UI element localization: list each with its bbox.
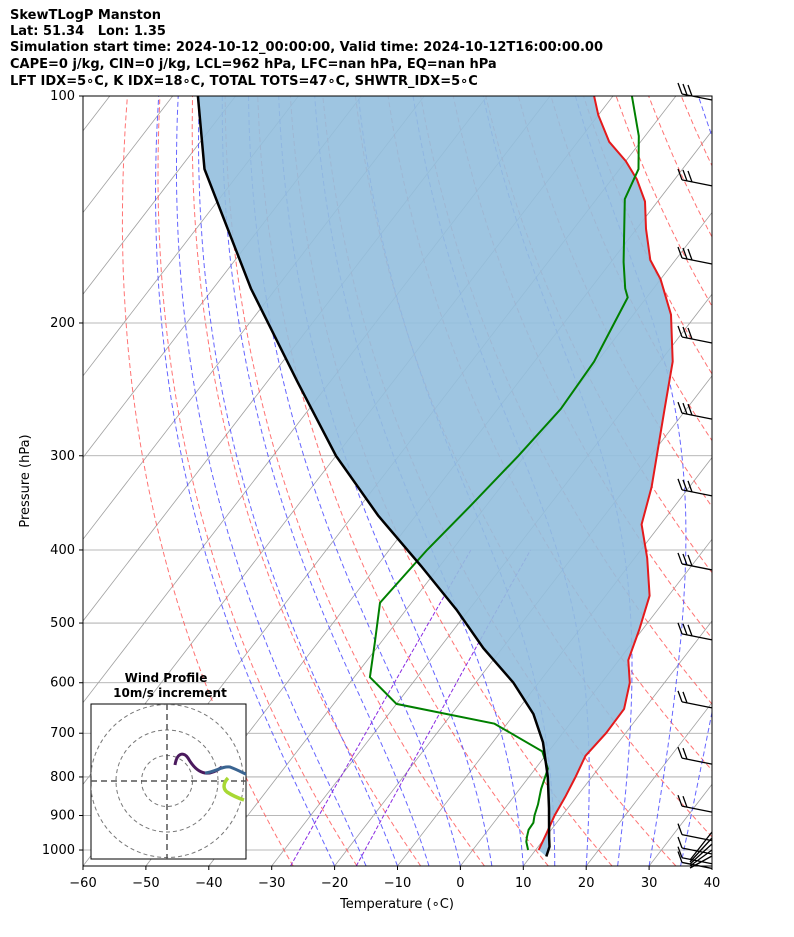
stability-indices: LFT IDX=5∘C, K IDX=18∘C, TOTAL TOTS=47∘C… [10,74,478,89]
wind-barb [677,746,713,765]
wind-barb [677,401,713,420]
y-tick-label: 900 [50,809,75,824]
wind-barb [689,849,713,867]
isotherm [83,96,236,295]
wind-barb [689,837,713,863]
temperature-axis: −60 −50 −40 −30 −20 −10 0 10 20 30 40 [69,866,720,891]
temperature-line [537,96,674,851]
moist-adiabat [248,96,461,866]
y-tick-label: 500 [50,616,75,631]
inset-title: Wind Profile [125,671,208,685]
parcel-line [196,96,551,857]
hodograph-trace-lower [222,776,245,802]
cape-area [197,96,673,857]
wind-barb [677,690,713,709]
x-tick-label: 0 [456,876,464,891]
isotherm [648,783,712,866]
y-tick-label: 300 [50,449,75,464]
wind-barb [677,82,713,101]
isotherm [83,96,299,377]
wind-profile-inset: Wind Profile 10m/s increment [90,671,247,860]
inset-subtitle: 10m/s increment [113,686,227,700]
profile-lines [196,96,674,857]
y-tick-label: 800 [50,770,75,785]
dry-adiabat [224,96,485,866]
y-tick-label: 400 [50,543,75,558]
cape-indices: CAPE=0 j/kg, CIN=0 j/kg, LCL=962 hPa, LF… [10,57,497,72]
wind-barb [677,851,713,870]
wind-barb [677,246,713,265]
y-tick-label: 200 [50,316,75,331]
wind-barb [689,831,713,861]
x-tick-label: −60 [69,876,96,891]
dry-adiabat [680,96,712,167]
y-tick-label: 600 [50,676,75,691]
dry-adiabat [289,96,613,866]
y-tick-label: 700 [50,726,75,741]
hodograph-trace-mid [204,765,246,776]
wind-barb [677,168,713,187]
x-tick-label: −40 [195,876,222,891]
station-coordinates: Lat: 51.34 Lon: 1.35 [10,24,166,39]
x-tick-label: 10 [515,876,532,891]
wind-barb [689,843,713,865]
moist-adiabat [221,96,430,866]
moist-adiabat [176,96,367,866]
x-tick-label: 40 [704,876,721,891]
moist-adiabat [197,96,398,866]
simulation-times: Simulation start time: 2024-10-12_00:00:… [10,40,603,55]
x-tick-label: −30 [258,876,285,891]
dry-adiabat [157,96,358,866]
x-tick-label: 30 [641,876,658,891]
dewpoint-line [368,96,640,851]
wind-barb [677,478,713,497]
wind-barb [677,552,713,571]
wind-barb [677,622,713,641]
dry-adiabat [121,96,294,866]
mixing-ratio-line [290,549,472,866]
y-tick-label: 100 [50,89,75,104]
moist-adiabat [711,863,712,866]
dry-adiabat [648,96,712,238]
x-tick-label: −50 [132,876,159,891]
cape-shading [197,96,673,857]
chart-title: SkewTLogP Manston [10,8,162,23]
pressure-axis: 1000 900 800 700 600 500 400 300 200 100 [42,89,83,858]
y-axis-label: Pressure (hPa) [18,434,33,527]
dry-adiabat [779,96,794,866]
dry-adiabat [257,96,549,866]
x-tick-label: 20 [578,876,595,891]
wind-barb [677,794,713,813]
isotherm [585,701,712,866]
wind-barb [677,823,713,842]
isotherm [711,865,712,866]
wind-barbs [677,82,713,870]
dry-adiabat [550,96,712,442]
x-tick-label: −20 [321,876,348,891]
moist-adiabat [154,96,336,866]
isotherm [522,620,712,866]
x-axis-label: Temperature (∘C) [339,897,454,912]
x-tick-label: −10 [384,876,411,891]
dry-adiabat [714,96,794,866]
dry-adiabat [746,96,794,866]
moist-adiabat [680,96,712,866]
y-tick-label: 1000 [42,843,75,858]
wind-barb [677,325,713,344]
